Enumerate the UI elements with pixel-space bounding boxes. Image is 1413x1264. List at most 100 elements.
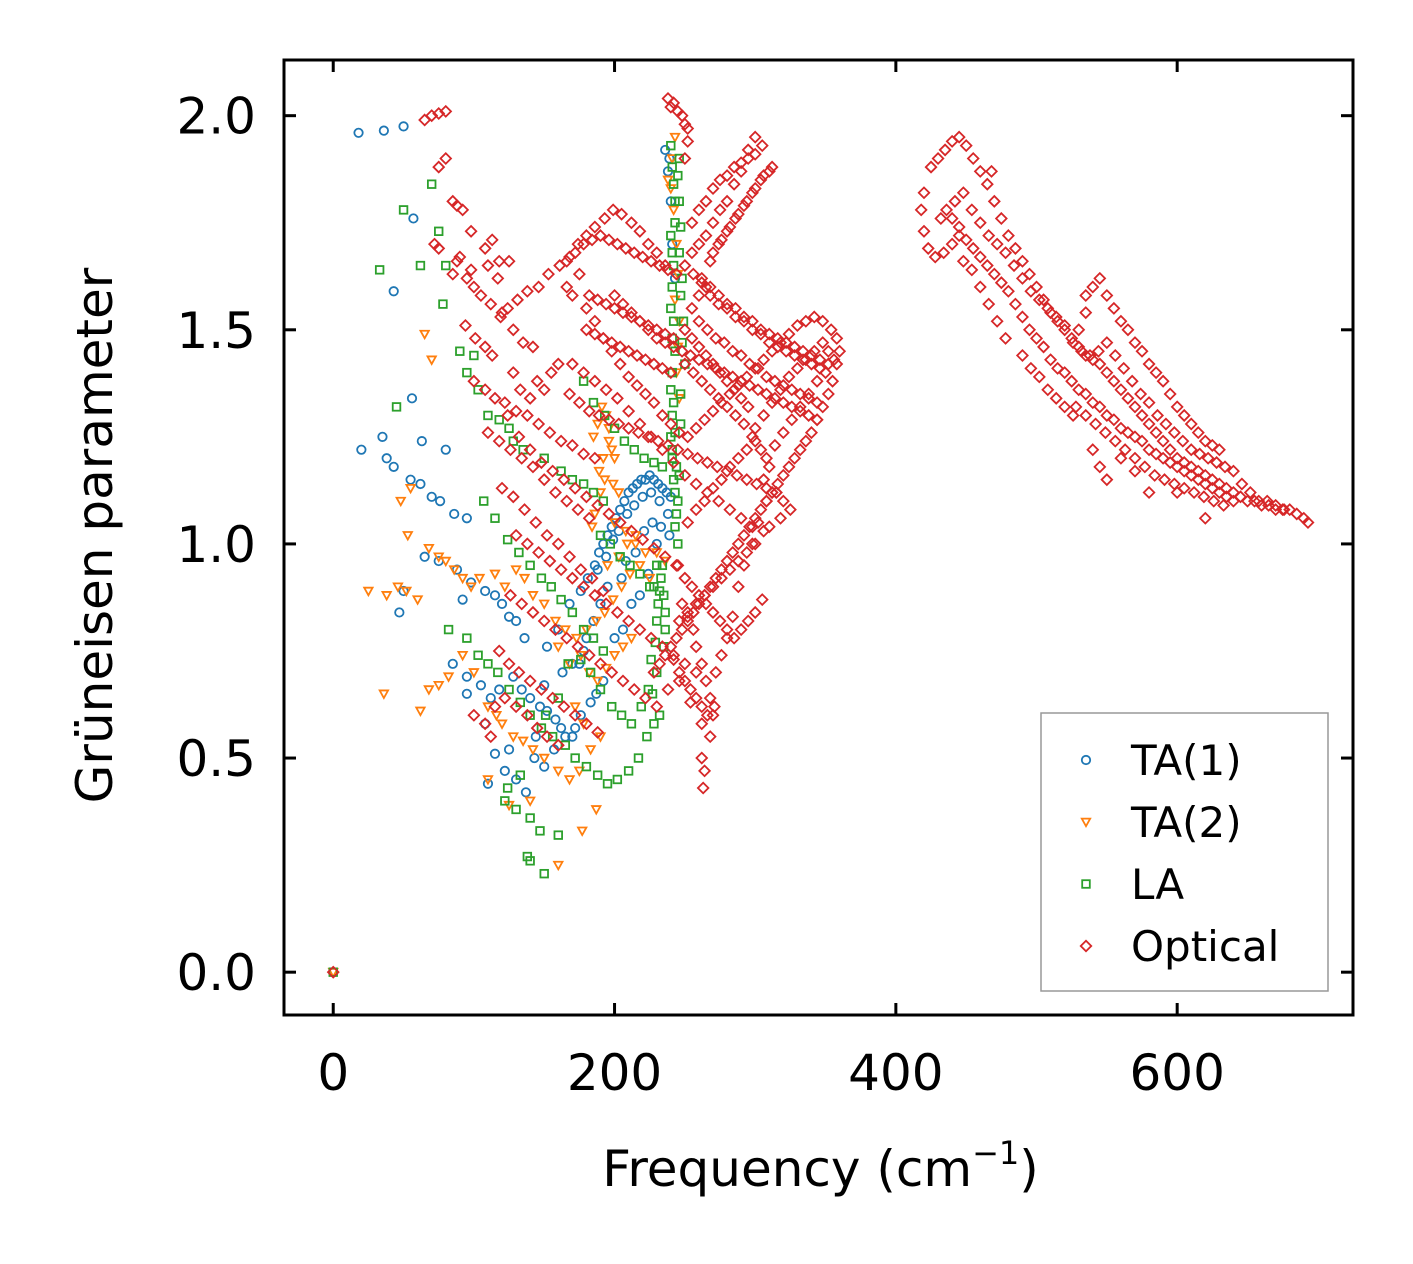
data-point [474,289,488,303]
data-point [461,688,472,699]
data-point [622,370,636,384]
data-point [666,303,676,314]
data-point [720,631,734,645]
data-point [762,327,776,341]
data-point [1170,486,1184,500]
data-point [541,641,553,652]
data-point [750,477,764,491]
data-point [467,708,481,722]
data-point [987,194,1001,208]
data-point [668,397,679,408]
data-point [802,387,816,401]
data-point [588,588,602,602]
legend-marker [1080,817,1092,829]
data-point [759,481,773,495]
data-point [731,580,745,594]
data-point [447,658,458,669]
data-point [671,443,685,457]
data-point [959,233,973,247]
data-point [713,173,727,187]
data-point [748,434,762,448]
data-point [668,179,679,189]
data-point [481,426,495,440]
data-point [762,164,776,178]
data-point [656,573,666,583]
data-point [655,361,669,375]
data-point [565,438,579,452]
data-point [494,310,508,324]
data-point [607,595,619,606]
data-point [419,551,430,562]
data-point [689,665,703,679]
data-point [608,454,621,465]
data-point [551,357,565,371]
data-point [592,564,603,575]
data-point [1128,430,1142,444]
data-point [626,598,637,609]
data-point [740,443,754,457]
data-point [636,474,647,485]
data-point [564,598,575,609]
data-point [600,663,612,675]
data-point [550,714,561,725]
data-point [723,503,737,517]
data-point [527,745,539,756]
data-point [1142,486,1156,500]
data-point [570,722,581,734]
data-point [667,205,680,216]
data-point [796,353,810,367]
data-point [563,775,576,786]
data-point [601,551,612,562]
data-point [567,607,578,618]
data-point [740,545,754,560]
data-point [655,408,669,422]
data-point [790,361,804,375]
data-point [1156,451,1170,465]
data-point [706,605,720,619]
data-point [546,691,560,705]
data-point [999,246,1013,260]
data-point [418,329,431,341]
data-point [440,444,451,455]
data-point [714,233,728,247]
data-point [1100,473,1114,487]
data-point [830,357,844,371]
data-point [534,456,548,470]
data-point [748,130,762,144]
data-point [678,357,692,371]
data-point [605,539,616,549]
data-point [741,400,755,414]
legend-label: Optical [1131,922,1279,971]
data-point [793,443,807,457]
data-point [699,229,713,243]
data-point [695,374,709,388]
data-point [773,336,788,350]
data-point [479,496,489,506]
data-point [755,139,769,153]
data-point [416,436,427,447]
data-point [606,203,620,217]
data-point [1201,451,1215,465]
data-point [1065,374,1079,388]
data-point [541,267,555,281]
data-point [689,503,703,517]
data-point [630,378,644,392]
data-point [653,599,663,609]
data-point [388,461,399,472]
data-point [536,723,547,733]
data-point [568,481,582,495]
data-point [731,207,745,221]
data-point [666,432,676,442]
data-point [734,511,748,525]
data-point [707,700,721,714]
data-point [741,143,755,157]
data-point [686,366,700,380]
data-point [636,701,646,712]
data-point [381,453,392,464]
data-point [473,650,483,660]
data-point [1072,323,1086,337]
data-point [617,642,629,653]
data-point [939,203,954,217]
data-point [537,473,551,487]
data-point [678,259,692,273]
